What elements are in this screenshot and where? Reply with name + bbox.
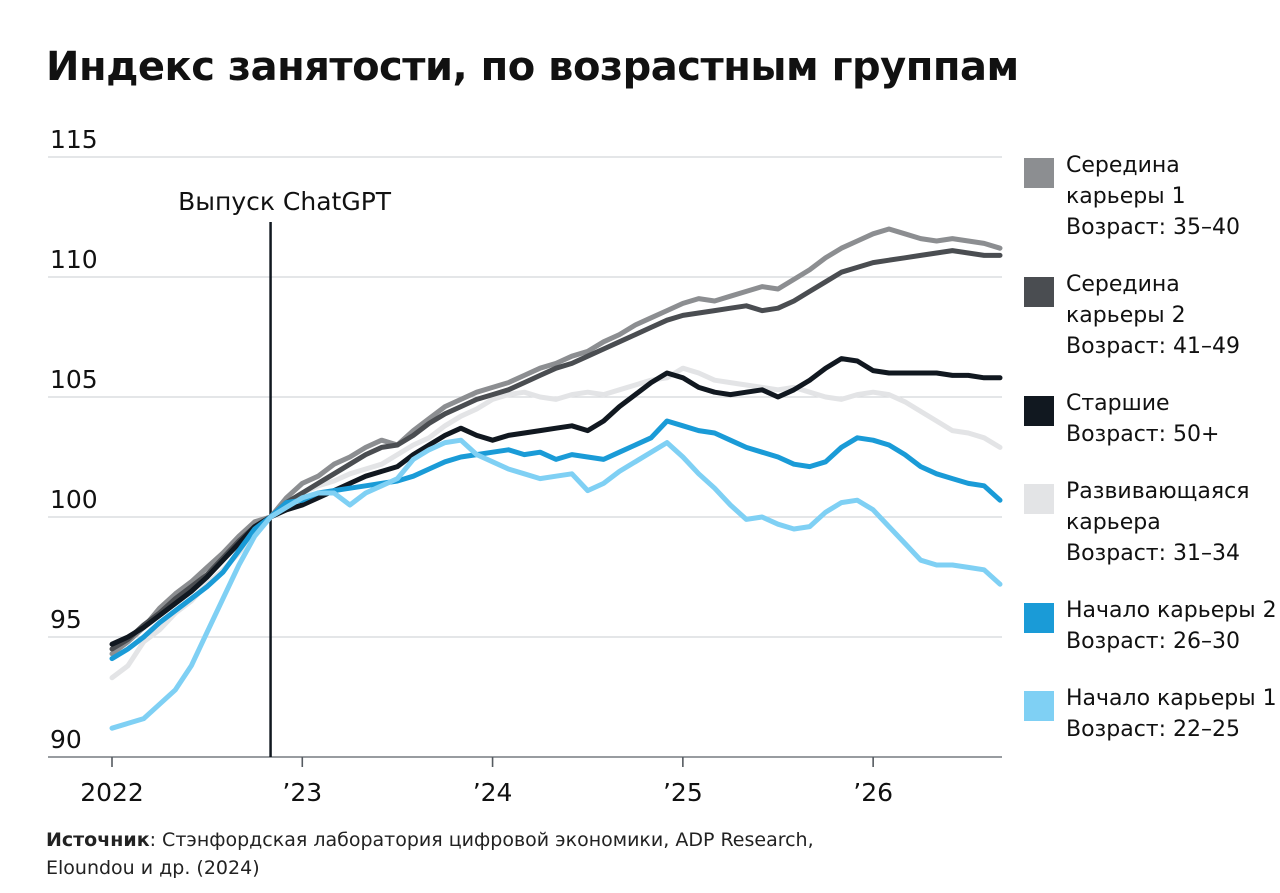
y-axis-ticks: 90 95 100 105 110 115 (50, 125, 98, 754)
legend-item-early-career-2: Начало карьеры 2 Возраст: 26–30 (1024, 595, 1277, 657)
source-text-continued: Eloundou и др. (2024) (46, 857, 260, 879)
legend-item-early-career-1: Начало карьеры 1 Возраст: 22–25 (1024, 683, 1277, 745)
legend-swatch (1024, 396, 1054, 426)
y-tick-label: 100 (50, 485, 98, 514)
series-line-2 (109, 226, 1003, 657)
series-line-6 (109, 437, 1003, 731)
legend-age: Возраст: 50+ (1066, 422, 1220, 447)
legend-age: Возраст: 26–30 (1066, 629, 1241, 654)
legend: Середина карьеры 1 Возраст: 35–40 Середи… (1024, 150, 1277, 771)
x-tick-label: ’25 (663, 778, 703, 807)
legend-label: Развивающаяся (1066, 479, 1250, 504)
series-line-5 (109, 418, 1003, 662)
legend-age: Возраст: 35–40 (1066, 215, 1241, 240)
series-line-3 (109, 248, 1003, 652)
legend-label: Начало карьеры 1 (1066, 686, 1277, 711)
legend-label: Начало карьеры 2 (1066, 598, 1277, 623)
legend-item-developing-career: Развивающаяся карьера Возраст: 31–34 (1024, 476, 1276, 569)
x-tick-label: ’26 (853, 778, 893, 807)
x-tick-label: 2022 (80, 778, 144, 807)
legend-swatch (1024, 691, 1054, 721)
legend-label: Середина (1066, 153, 1180, 178)
y-tick-label: 90 (50, 725, 82, 754)
legend-label: Середина (1066, 272, 1180, 297)
chatgpt-release-label: Выпуск ChatGPT (178, 187, 392, 216)
legend-label: карьеры 1 (1066, 184, 1186, 209)
legend-item-senior: Старшие Возраст: 50+ (1024, 388, 1276, 450)
x-tick-label: ’23 (282, 778, 322, 807)
line-chart: 90 95 100 105 110 115 2022 ’23 ’24 ’25 ’26 Выпуск… (48, 125, 1003, 807)
legend-age: Возраст: 41–49 (1066, 334, 1241, 359)
legend-label: карьеры 2 (1066, 303, 1186, 328)
chatgpt-annotation: Выпуск ChatGPT (178, 187, 392, 757)
y-tick-label: 110 (50, 245, 98, 274)
legend-item-mid-career-2: Середина карьеры 2 Возраст: 41–49 (1024, 269, 1276, 362)
y-tick-label: 115 (50, 125, 98, 154)
source-text: : Стэнфордская лаборатория цифровой экон… (149, 829, 814, 851)
source-label: Источник (46, 829, 150, 851)
legend-swatch (1024, 277, 1054, 307)
y-tick-label: 95 (50, 605, 82, 634)
y-tick-label: 105 (50, 365, 98, 394)
legend-age: Возраст: 22–25 (1066, 717, 1241, 742)
legend-item-mid-career-1: Середина карьеры 1 Возраст: 35–40 (1024, 150, 1276, 243)
x-axis: 2022 ’23 ’24 ’25 ’26 (80, 757, 893, 807)
legend-age: Возраст: 31–34 (1066, 541, 1241, 566)
source-note: Источник: Стэнфордская лаборатория цифро… (46, 826, 814, 882)
page-title: Индекс занятости, по возрастным группам (46, 44, 1019, 90)
legend-label: карьера (1066, 510, 1161, 535)
legend-label: Старшие (1066, 391, 1170, 416)
series-lines (109, 226, 1003, 731)
legend-swatch (1024, 158, 1054, 188)
series-line-1 (109, 365, 1003, 681)
legend-swatch (1024, 484, 1054, 514)
legend-swatch (1024, 603, 1054, 633)
x-tick-label: ’24 (473, 778, 513, 807)
